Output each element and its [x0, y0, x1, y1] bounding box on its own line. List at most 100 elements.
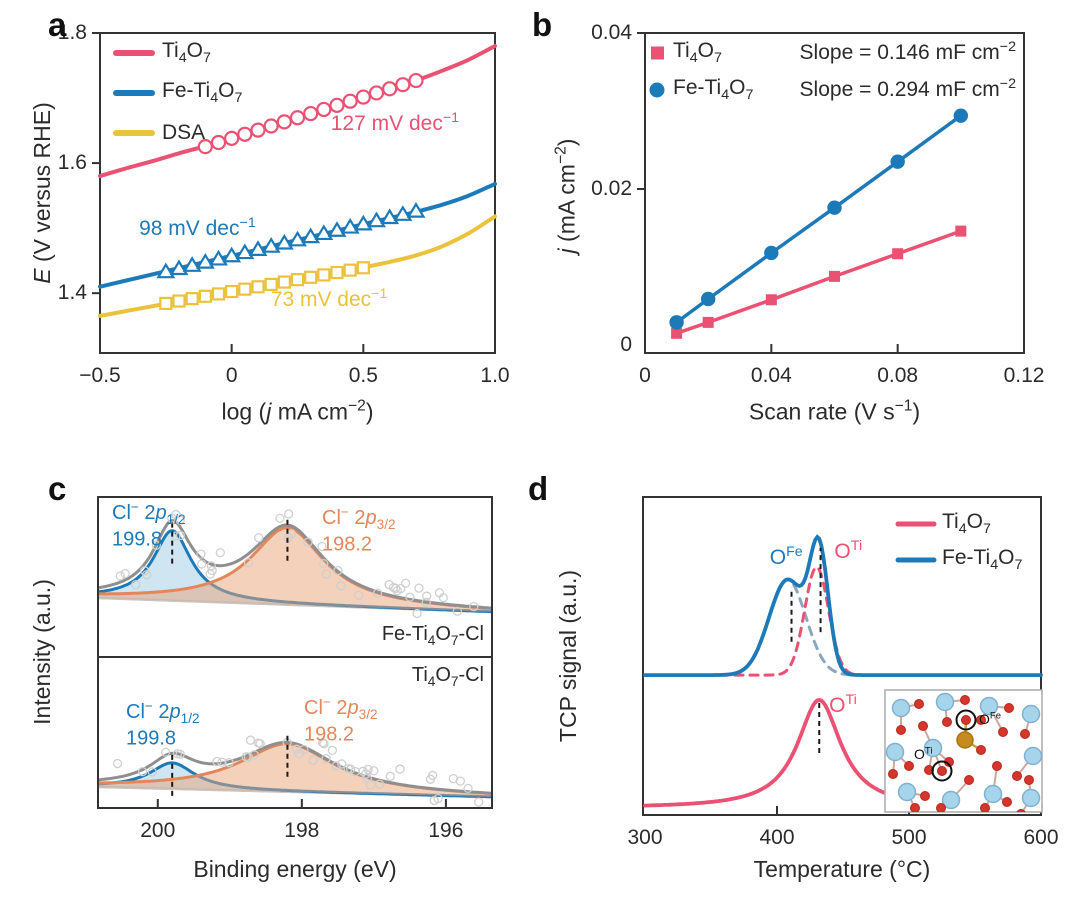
o-atom: [998, 727, 1008, 737]
marker-square: [251, 280, 265, 294]
o-atom: [976, 745, 986, 755]
xps-raw-data-point: [390, 583, 401, 594]
xps-raw-data-point: [395, 764, 405, 774]
panel-label-a: a: [48, 6, 67, 43]
xps-raw-data-point: [224, 757, 234, 768]
marker-circle: [953, 108, 969, 123]
marker-triangle: [380, 208, 400, 225]
x-tick-label-b: 0.08: [877, 363, 919, 387]
marker-square: [172, 294, 186, 308]
series-line-Fe-Ti4O7: [674, 113, 963, 325]
marker-square: [671, 327, 683, 339]
xps-raw-data-point: [372, 588, 383, 598]
marker-triangle: [195, 252, 215, 269]
o-ti-site-ring: [931, 760, 953, 782]
o-atom: [980, 803, 990, 812]
marker-triangle: [274, 233, 294, 250]
y-axis-label-c: Intensity (a.u.): [28, 579, 55, 725]
x-tick-label-d: 600: [1023, 825, 1059, 849]
legend-label-d-0: Ti4O7: [942, 509, 991, 538]
marker-triangle: [156, 262, 176, 279]
slope-annotation-Ti4O7: Slope = 0.146 mF cm−2: [799, 38, 1016, 64]
x-axis-label-c: Binding energy (eV): [193, 855, 397, 882]
marker-square: [829, 270, 840, 282]
xps-raw-data-point: [469, 602, 479, 612]
xps-raw-data-point: [337, 759, 347, 769]
axis-frame-d: [642, 496, 1042, 816]
xps-raw-data-point: [361, 769, 371, 779]
xps-raw-data-point: [212, 756, 222, 767]
ti-atom: [1021, 788, 1041, 808]
o-atom: [904, 761, 914, 771]
xps-raw-data-point: [473, 797, 484, 807]
legend-label-DSA: DSA: [162, 120, 206, 144]
xps-raw-data-point: [175, 749, 185, 759]
x-tick-label-b: 0.12: [1003, 363, 1045, 387]
marker-circle: [700, 291, 716, 307]
xps-raw-data-point: [374, 779, 385, 789]
x-tick-label-d: 400: [759, 825, 795, 849]
o-atom: [1002, 797, 1012, 807]
xps-raw-data-point: [197, 559, 207, 569]
marker-square: [304, 270, 318, 284]
y-tick-label-a: 1.6: [57, 151, 87, 175]
y-tick-label-b: 0.02: [591, 176, 632, 200]
o-atom: [992, 761, 1002, 771]
o-atom: [1016, 809, 1026, 812]
marker-circle: [276, 114, 292, 130]
xps-raw-data-point: [412, 608, 422, 619]
trace-O-Fe-dashed-component: [643, 578, 1043, 677]
marker-triangle: [169, 259, 189, 276]
marker-triangle: [288, 230, 307, 247]
y-axis-label-d: TCP signal (a.u.): [554, 569, 581, 743]
trace-O-Ti-dashed-component: [643, 565, 1043, 677]
legend-label-Fe-Ti4O7: Fe-Ti4O7: [673, 75, 754, 104]
xps-raw-data-point: [175, 530, 185, 541]
x-tick-label-a: 1.0: [480, 363, 510, 387]
y-tick-label-b: 0.04: [591, 20, 632, 44]
xps-fill-Cl 2p3/2: [98, 527, 492, 612]
legend-label-d-1: Fe-Ti4O7: [942, 545, 1023, 574]
ti-atom: [1021, 704, 1041, 724]
marker-circle: [342, 93, 358, 109]
marker-square: [330, 265, 344, 280]
panel-label-d: d: [528, 470, 549, 507]
xps-raw-data-point: [321, 569, 331, 579]
ti-atom: [935, 692, 955, 712]
xps-raw-data-point: [175, 515, 185, 525]
xps-raw-data-point: [345, 764, 356, 774]
o-atom: [936, 803, 946, 812]
marker-circle: [237, 126, 253, 142]
x-tick-label-a: 0: [225, 363, 238, 387]
xps-raw-data-point: [405, 592, 415, 602]
o-atom: [918, 721, 928, 731]
tafel-slope-annotation-1: 98 mV dec−1: [139, 215, 256, 241]
ti-atom: [897, 782, 917, 802]
oxygen-site-annotation-1: OTi: [834, 538, 863, 564]
xps-raw-data-point: [463, 783, 473, 794]
marker-triangle: [393, 205, 413, 221]
sample-label-Ti4O7-Cl: Ti4O7-Cl: [411, 663, 484, 689]
xps-peak-label-0-0: Cl− 2p1/2: [112, 499, 186, 528]
marker-circle: [197, 139, 213, 155]
trace-Fe-Ti4O7: [643, 534, 1043, 677]
marker-circle: [224, 130, 240, 146]
marker-triangle: [261, 237, 281, 253]
x-tick-label-d: 500: [891, 825, 927, 849]
xps-raw-data-point: [363, 764, 373, 775]
xps-raw-data-point: [254, 533, 264, 543]
x-tick-label-b: 0: [639, 363, 651, 387]
xps-raw-data-point: [207, 565, 217, 576]
o-atom: [961, 715, 971, 725]
xps-raw-data-point: [327, 745, 337, 755]
marker-circle: [303, 105, 319, 122]
xps-raw-data-point: [452, 606, 463, 616]
xps-raw-data-point: [255, 738, 265, 749]
oxygen-site-annotation-2: OTi: [829, 692, 857, 718]
marker-circle: [827, 200, 842, 215]
xps-raw-data-point: [400, 578, 411, 588]
x-tick-label-c: 198: [284, 818, 320, 842]
y-tick-label-b: 0: [620, 332, 632, 356]
